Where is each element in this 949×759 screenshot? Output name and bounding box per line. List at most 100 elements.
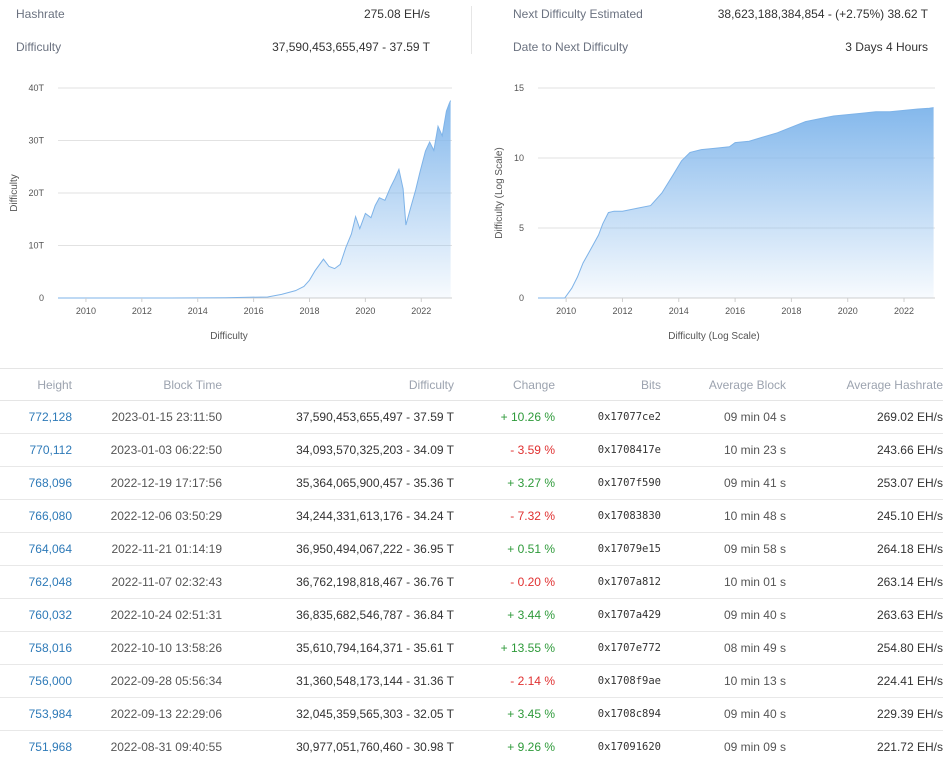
block-height-link[interactable]: 772,128: [0, 400, 80, 434]
average-block-value: 09 min 04 s: [665, 400, 790, 434]
table-row: 770,112 2023-01-03 06:22:50 34,093,570,325…: [0, 433, 943, 467]
header-average-block[interactable]: Average Block: [665, 368, 790, 401]
bits-value: 0x17079e15: [559, 532, 665, 566]
table-row: 756,000 2022-09-28 05:56:34 31,360,548,173…: [0, 664, 943, 698]
bits-value: 0x1707a429: [559, 598, 665, 632]
difficulty-value: 31,360,548,173,144 - 31.36 T: [226, 664, 458, 698]
change-value: + 9.26 %: [458, 730, 559, 759]
average-hashrate-value: 263.63 EH/s: [790, 598, 943, 632]
average-block-value: 09 min 40 s: [665, 697, 790, 731]
change-value: - 3.59 %: [458, 433, 559, 467]
table-body: 772,128 2023-01-15 23:11:50 37,590,453,655…: [0, 400, 943, 759]
next-difficulty-label: Next Difficulty Estimated: [513, 7, 643, 21]
block-height-link[interactable]: 756,000: [0, 664, 80, 698]
block-height-link[interactable]: 770,112: [0, 433, 80, 467]
x-tick-label: 2012: [132, 306, 152, 316]
difficulty-value: 37,590,453,655,497 - 37.59 T: [272, 40, 430, 54]
block-height-link[interactable]: 760,032: [0, 598, 80, 632]
block-time: 2022-08-31 09:40:55: [80, 730, 226, 759]
table-row: 762,048 2022-11-07 02:32:43 36,762,198,818…: [0, 565, 943, 599]
average-block-value: 10 min 01 s: [665, 565, 790, 599]
average-block-value: 09 min 40 s: [665, 598, 790, 632]
average-hashrate-value: 254.80 EH/s: [790, 631, 943, 665]
header-bits[interactable]: Bits: [559, 368, 665, 401]
x-tick-label: 2014: [188, 306, 208, 316]
header-average-hashrate[interactable]: Average Hashrate: [790, 368, 943, 401]
average-hashrate-value: 229.39 EH/s: [790, 697, 943, 731]
y-tick-label: 40T: [28, 83, 44, 93]
next-difficulty-value: 38,623,188,384,854 - (+2.75%) 38.62 T: [717, 7, 928, 21]
y-tick-label: 10T: [28, 241, 44, 251]
block-time: 2022-10-24 02:51:31: [80, 598, 226, 632]
difficulty-value: 35,610,794,164,371 - 35.61 T: [226, 631, 458, 665]
x-axis-label: Difficulty (Log Scale): [668, 331, 760, 342]
bits-value: 0x1708f9ae: [559, 664, 665, 698]
difficulty-value: 36,950,494,067,222 - 36.95 T: [226, 532, 458, 566]
block-height-link[interactable]: 764,064: [0, 532, 80, 566]
average-hashrate-value: 253.07 EH/s: [790, 466, 943, 500]
header-difficulty[interactable]: Difficulty: [226, 368, 458, 401]
block-height-link[interactable]: 768,096: [0, 466, 80, 500]
y-tick-label: 5: [519, 223, 524, 233]
average-block-value: 10 min 23 s: [665, 433, 790, 467]
difficulty-table: Height Block Time Difficulty Change Bits…: [0, 368, 949, 759]
series-area: [538, 107, 934, 298]
y-tick-label: 15: [514, 83, 524, 93]
average-block-value: 09 min 58 s: [665, 532, 790, 566]
x-tick-label: 2016: [725, 306, 745, 316]
header-height[interactable]: Height: [0, 368, 80, 401]
header-change[interactable]: Change: [458, 368, 559, 401]
x-tick-label: 2014: [669, 306, 689, 316]
y-tick-label: 0: [519, 293, 524, 303]
change-value: + 0.51 %: [458, 532, 559, 566]
bits-value: 0x17091620: [559, 730, 665, 759]
table-row: 758,016 2022-10-10 13:58:26 35,610,794,164…: [0, 631, 943, 665]
block-time: 2022-09-13 22:29:06: [80, 697, 226, 731]
average-block-value: 09 min 09 s: [665, 730, 790, 759]
y-axis-label: Difficulty: [9, 174, 20, 212]
header-block-time[interactable]: Block Time: [80, 368, 226, 401]
x-tick-label: 2010: [76, 306, 96, 316]
block-time: 2022-11-21 01:14:19: [80, 532, 226, 566]
table-header-row: Height Block Time Difficulty Change Bits…: [0, 368, 943, 401]
average-hashrate-value: 245.10 EH/s: [790, 499, 943, 533]
table-row: 766,080 2022-12-06 03:50:29 34,244,331,613…: [0, 499, 943, 533]
x-axis-label: Difficulty: [210, 331, 248, 342]
change-value: + 13.55 %: [458, 631, 559, 665]
bits-value: 0x1707a812: [559, 565, 665, 599]
block-height-link[interactable]: 762,048: [0, 565, 80, 599]
block-height-link[interactable]: 758,016: [0, 631, 80, 665]
bits-value: 0x1707f590: [559, 466, 665, 500]
block-height-link[interactable]: 751,968: [0, 730, 80, 759]
average-block-value: 09 min 41 s: [665, 466, 790, 500]
series-line: [538, 107, 934, 299]
average-hashrate-value: 221.72 EH/s: [790, 730, 943, 759]
difficulty-label: Difficulty: [16, 40, 62, 54]
x-tick-label: 2010: [556, 306, 576, 316]
block-height-link[interactable]: 753,984: [0, 697, 80, 731]
bits-value: 0x1708c894: [559, 697, 665, 731]
y-tick-label: 30T: [28, 136, 44, 146]
table-row: 764,064 2022-11-21 01:14:19 36,950,494,067…: [0, 532, 943, 566]
difficulty-value: 34,093,570,325,203 - 34.09 T: [226, 433, 458, 467]
table-row: 760,032 2022-10-24 02:51:31 36,835,682,546…: [0, 598, 943, 632]
change-value: + 3.27 %: [458, 466, 559, 500]
series-area: [58, 100, 451, 298]
y-tick-label: 20T: [28, 188, 44, 198]
stats-divider: [471, 6, 472, 54]
change-value: - 2.14 %: [458, 664, 559, 698]
table-row: 768,096 2022-12-19 17:17:56 35,364,065,900…: [0, 466, 943, 500]
date-next-difficulty-value: 3 Days 4 Hours: [845, 40, 928, 54]
block-time: 2022-12-06 03:50:29: [80, 499, 226, 533]
change-value: - 0.20 %: [458, 565, 559, 599]
block-height-link[interactable]: 766,080: [0, 499, 80, 533]
x-tick-label: 2018: [299, 306, 319, 316]
y-axis-label: Difficulty (Log Scale): [494, 147, 505, 239]
x-tick-label: 2020: [355, 306, 375, 316]
y-tick-label: 0: [39, 293, 44, 303]
bits-value: 0x17077ce2: [559, 400, 665, 434]
difficulty-value: 30,977,051,760,460 - 30.98 T: [226, 730, 458, 759]
bits-value: 0x1707e772: [559, 631, 665, 665]
hashrate-label: Hashrate: [16, 7, 65, 21]
change-value: + 3.45 %: [458, 697, 559, 731]
